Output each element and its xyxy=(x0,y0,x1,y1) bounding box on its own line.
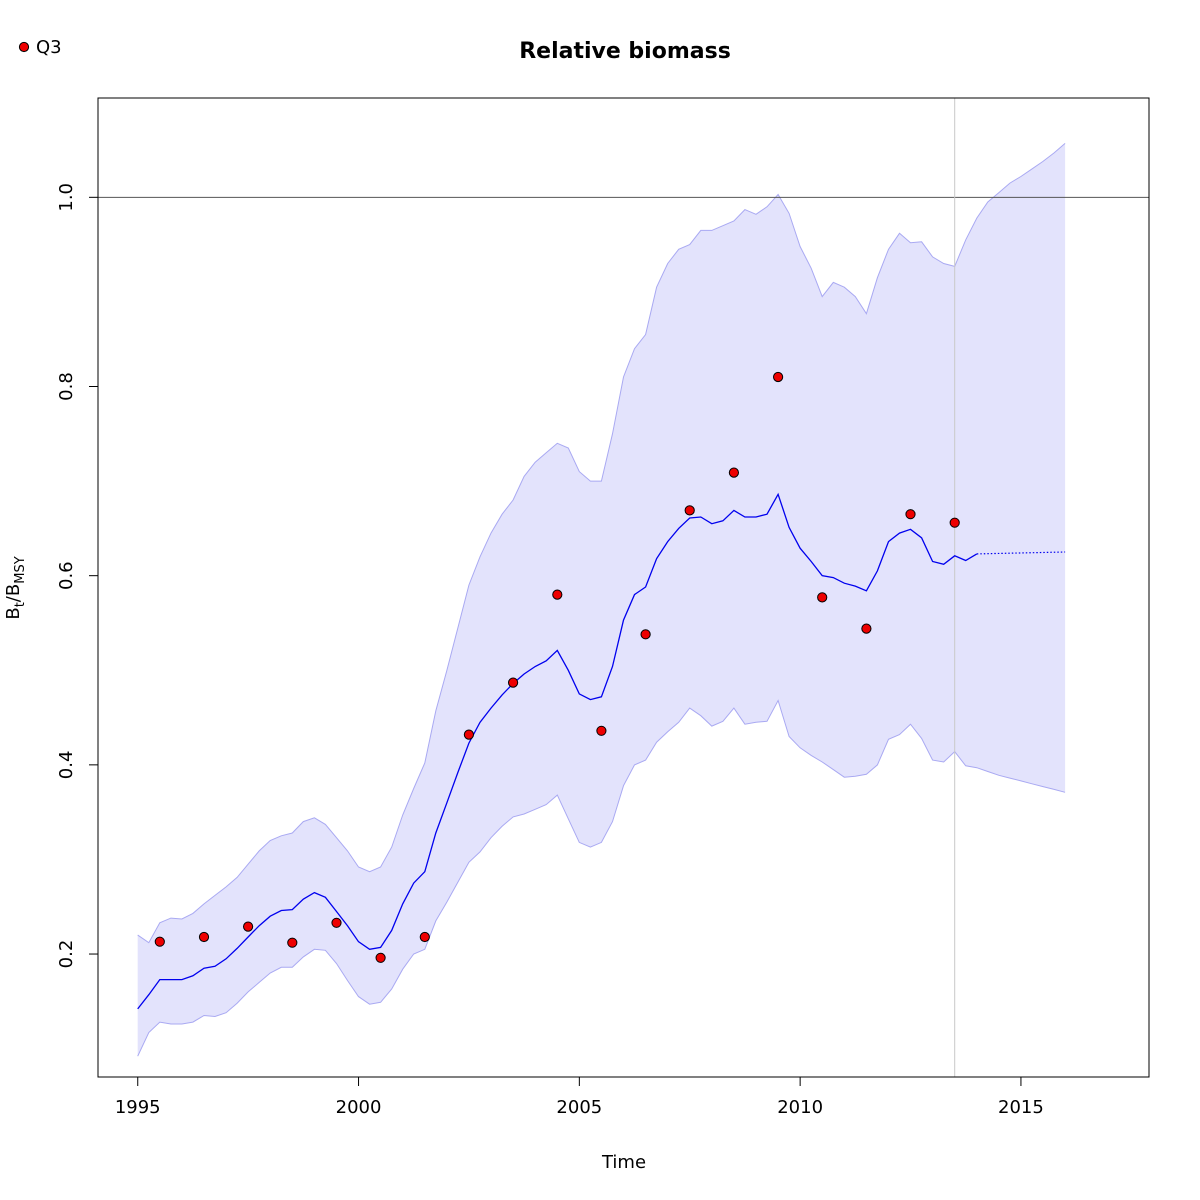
x-tick-label: 2000 xyxy=(336,1097,382,1118)
data-point-q3 xyxy=(684,505,695,516)
data-point-q3 xyxy=(817,592,828,603)
y-tick-label: 1.0 xyxy=(56,183,77,212)
x-tick-label: 2015 xyxy=(998,1097,1044,1118)
confidence-band xyxy=(137,143,1066,1057)
data-point-q3 xyxy=(861,623,872,634)
data-point-q3 xyxy=(905,509,916,520)
legend-marker-q3 xyxy=(18,41,30,53)
y-label-sub-t: t xyxy=(13,602,28,607)
band-lower-edge xyxy=(137,699,1066,1057)
chart-title: Relative biomass xyxy=(519,39,731,64)
projection-line xyxy=(976,551,1066,555)
data-point-q3 xyxy=(640,629,651,640)
y-tick-label: 0.2 xyxy=(56,940,77,969)
data-point-q3 xyxy=(198,931,210,943)
estimate-line xyxy=(137,492,978,1010)
data-point-q3 xyxy=(287,937,298,948)
y-tick-label: 0.8 xyxy=(56,372,77,401)
legend: Q3 xyxy=(18,37,62,58)
data-point-q3 xyxy=(331,917,342,928)
data-points xyxy=(154,371,960,963)
data-point-q3 xyxy=(375,952,386,963)
data-point-q3 xyxy=(773,371,784,383)
y-label-slash: /B xyxy=(3,584,24,602)
data-point-q3 xyxy=(419,931,430,943)
x-tick-label: 2010 xyxy=(777,1097,823,1118)
x-tick-label: 2005 xyxy=(556,1097,602,1118)
y-label-main: B xyxy=(3,607,24,619)
data-point-q3 xyxy=(243,921,254,932)
y-label-sub-msy: MSY xyxy=(13,556,28,583)
legend-label-q3: Q3 xyxy=(36,37,62,58)
data-point-q3 xyxy=(463,729,474,740)
y-axis-label: Bt/BMSY xyxy=(3,556,28,619)
y-tick-label: 0.4 xyxy=(56,751,77,780)
x-tick-label: 1995 xyxy=(115,1097,161,1118)
data-point-q3 xyxy=(949,517,960,528)
y-axis: 0.2 0.4 0.6 0.8 1.0 xyxy=(56,183,99,969)
band-upper-edge xyxy=(137,143,1066,944)
data-point-q3 xyxy=(728,467,740,478)
x-axis-label: Time xyxy=(601,1152,646,1173)
data-point-q3 xyxy=(154,936,165,947)
y-tick-label: 0.6 xyxy=(56,561,77,590)
data-point-q3 xyxy=(552,589,563,600)
x-axis: 1995 2000 2005 2010 2015 xyxy=(115,1076,1044,1118)
data-point-q3 xyxy=(507,677,519,688)
plot-area xyxy=(98,98,1149,1077)
data-point-q3 xyxy=(596,725,607,736)
